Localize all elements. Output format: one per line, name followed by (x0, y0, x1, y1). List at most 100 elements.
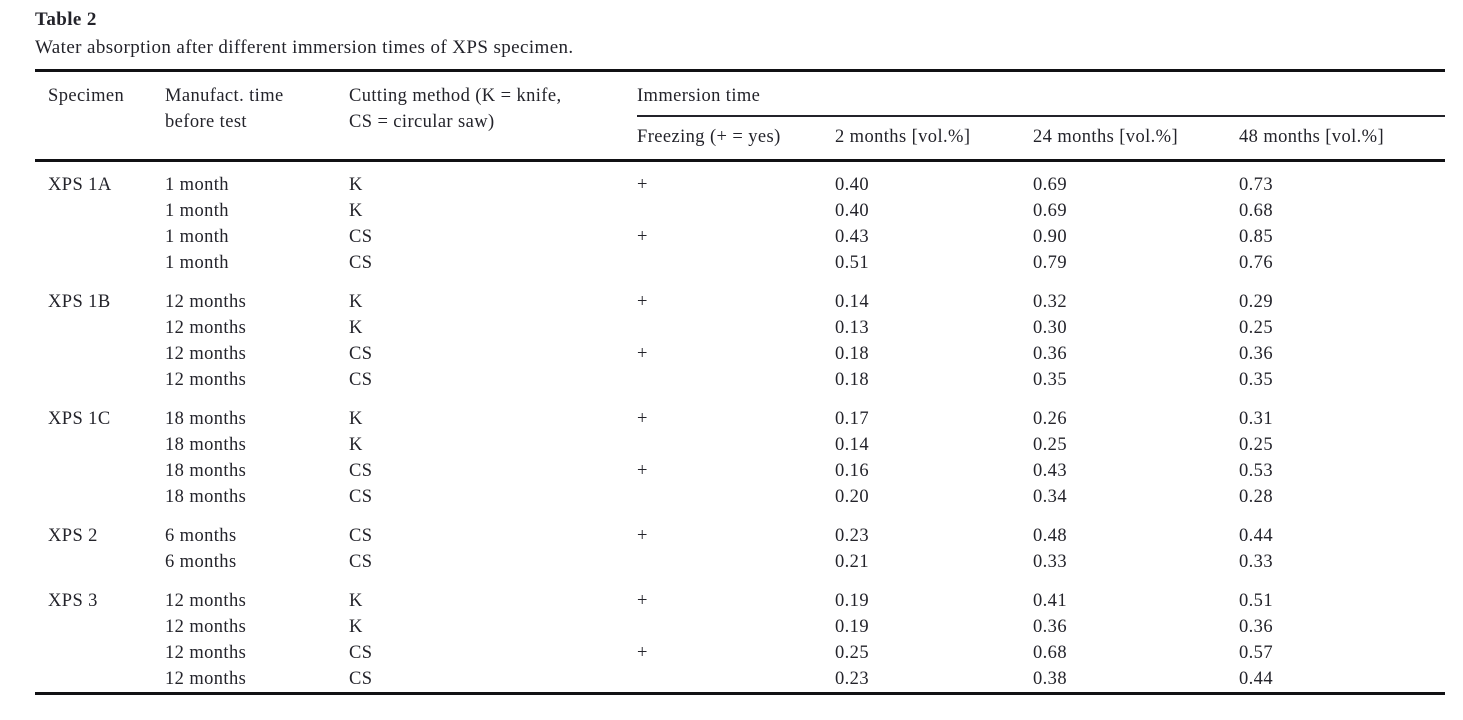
months24-cell: 0.35 (1033, 370, 1067, 390)
months48-cell: 0.36 (1239, 344, 1273, 364)
months48-cell: 0.51 (1239, 591, 1273, 611)
manufact-time-cell: 18 months (165, 487, 247, 507)
table-row: 1 month CS +0.43 0.90 0.85 (35, 224, 1445, 250)
table-row: XPS 2 6 months CS +0.23 0.48 0.44 (35, 510, 1445, 549)
cutting-method-cell: K (349, 318, 363, 338)
months48-cell: 0.36 (1239, 617, 1273, 637)
months2-cell: 0.18 (835, 344, 869, 364)
months24-cell: 0.34 (1033, 487, 1067, 507)
freezing-cell: + (637, 175, 648, 195)
table-label: Table 2 (35, 9, 97, 30)
specimen-cell (35, 432, 165, 458)
freezing-cell (637, 367, 835, 393)
manufact-time-cell: 18 months (165, 461, 247, 481)
column-header-label: Manufact. time (165, 86, 284, 106)
months2-cell: 0.19 (835, 617, 869, 637)
freezing-cell (637, 315, 835, 341)
manufact-time-cell: 12 months (165, 669, 247, 689)
months48-cell: 0.35 (1239, 370, 1273, 390)
cutting-method-cell: CS (349, 526, 373, 546)
months2-cell: 0.25 (835, 643, 869, 663)
specimen-cell (35, 549, 165, 575)
manufact-time-cell: 12 months (165, 643, 247, 663)
freezing-cell (637, 549, 835, 575)
months2-cell: 0.17 (835, 409, 869, 429)
manufact-time-cell: 6 months (165, 526, 237, 546)
months2-cell: 0.20 (835, 487, 869, 507)
specimen-cell (35, 666, 165, 694)
table-row: 12 months K 0.19 0.36 0.36 (35, 614, 1445, 640)
column-header-label: Cutting method (K = knife, (349, 86, 562, 106)
column-header-48-months: 48 months [vol.%] (1239, 127, 1385, 147)
specimen-group: XPS 1B 12 months K +0.14 0.32 0.29 12 months K 0… (35, 276, 1445, 393)
months48-cell: 0.68 (1239, 201, 1273, 221)
specimen-cell: XPS 1B (48, 292, 111, 312)
specimen-cell: XPS 1C (48, 409, 111, 429)
freezing-cell: + (637, 591, 648, 611)
months24-cell: 0.32 (1033, 292, 1067, 312)
months48-cell: 0.85 (1239, 227, 1273, 247)
table-row: 6 months CS 0.21 0.33 0.33 (35, 549, 1445, 575)
months24-cell: 0.36 (1033, 617, 1067, 637)
months48-cell: 0.28 (1239, 487, 1273, 507)
column-group-header-immersion-time: Immersion time (637, 70, 1446, 117)
table-row: 12 months CS +0.25 0.68 0.57 (35, 640, 1445, 666)
column-header-24-months: 24 months [vol.%] (1033, 127, 1179, 147)
months2-cell: 0.23 (835, 526, 869, 546)
table-row: 12 months CS 0.18 0.35 0.35 (35, 367, 1445, 393)
column-header-label: Immersion time (637, 86, 761, 106)
manufact-time-cell: 12 months (165, 318, 247, 338)
months48-cell: 0.73 (1239, 175, 1273, 195)
column-header-manufact-time: Manufact. time before test (165, 71, 349, 161)
specimen-cell (35, 224, 165, 250)
freezing-cell: + (637, 227, 648, 247)
months24-cell: 0.68 (1033, 643, 1067, 663)
cutting-method-cell: K (349, 591, 363, 611)
freezing-cell: + (637, 526, 648, 546)
column-header-label: Specimen (48, 86, 125, 106)
specimen-cell (35, 640, 165, 666)
freezing-cell: + (637, 344, 648, 364)
table-row: 12 months CS 0.23 0.38 0.44 (35, 666, 1445, 694)
manufact-time-cell: 12 months (165, 591, 247, 611)
table-row: XPS 1B 12 months K +0.14 0.32 0.29 (35, 276, 1445, 315)
freezing-cell: + (637, 292, 648, 312)
cutting-method-cell: CS (349, 487, 373, 507)
months24-cell: 0.25 (1033, 435, 1067, 455)
freezing-cell (637, 484, 835, 510)
cutting-method-cell: K (349, 292, 363, 312)
specimen-cell (35, 315, 165, 341)
cutting-method-cell: CS (349, 370, 373, 390)
months48-cell: 0.25 (1239, 435, 1273, 455)
water-absorption-table: Specimen Manufact. time before test Cutt… (35, 69, 1446, 695)
freezing-cell (637, 666, 835, 694)
manufact-time-cell: 12 months (165, 292, 247, 312)
specimen-group: XPS 1A 1 month K +0.40 0.69 0.73 1 month K 0.40 0… (35, 161, 1445, 277)
freezing-cell: + (637, 409, 648, 429)
specimen-cell (35, 614, 165, 640)
specimen-group: XPS 2 6 months CS +0.23 0.48 0.44 6 months CS 0.… (35, 510, 1445, 575)
column-header-cutting-method: Cutting method (K = knife, CS = circular… (349, 71, 637, 161)
table-row: 18 months CS 0.20 0.34 0.28 (35, 484, 1445, 510)
column-header-specimen: Specimen (35, 71, 165, 161)
manufact-time-cell: 12 months (165, 370, 247, 390)
cutting-method-cell: CS (349, 227, 373, 247)
freezing-cell: + (637, 643, 648, 663)
months24-cell: 0.43 (1033, 461, 1067, 481)
cutting-method-cell: CS (349, 669, 373, 689)
months2-cell: 0.14 (835, 435, 869, 455)
months24-cell: 0.79 (1033, 253, 1067, 273)
cutting-method-cell: CS (349, 643, 373, 663)
column-header-label: before test (165, 112, 247, 132)
months2-cell: 0.51 (835, 253, 869, 273)
column-header-label: CS = circular saw) (349, 112, 495, 132)
months24-cell: 0.30 (1033, 318, 1067, 338)
manufact-time-cell: 6 months (165, 552, 237, 572)
table-block: Table 2 Water absorption after different… (35, 6, 1446, 695)
manufact-time-cell: 1 month (165, 227, 229, 247)
cutting-method-cell: CS (349, 344, 373, 364)
cutting-method-cell: CS (349, 461, 373, 481)
months24-cell: 0.90 (1033, 227, 1067, 247)
freezing-cell (637, 198, 835, 224)
